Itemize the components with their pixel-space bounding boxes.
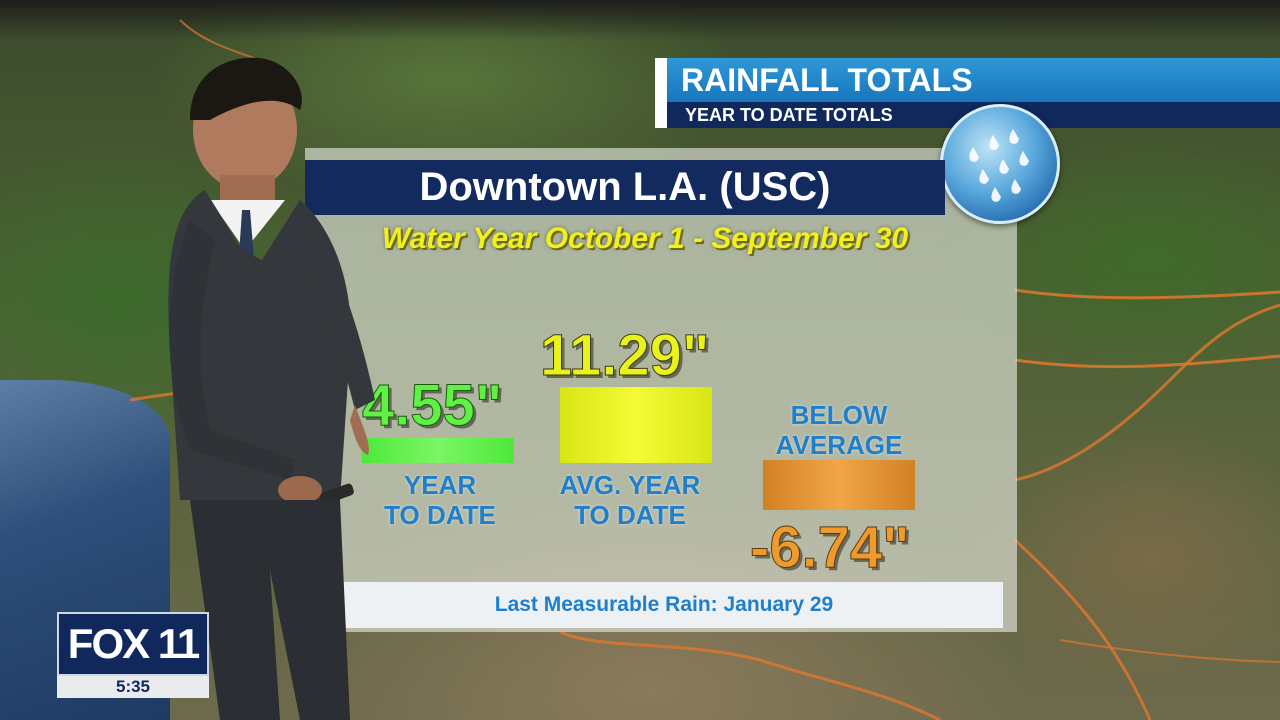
year-to-date-label: YEAR TO DATE bbox=[345, 470, 535, 530]
year-to-date-value: 4.55" bbox=[361, 373, 503, 439]
avg-year-to-date-value: 11.29" bbox=[539, 323, 710, 389]
below-average-label: BELOW AVERAGE bbox=[760, 400, 918, 460]
top-shadow bbox=[0, 0, 1280, 40]
below-average-bar bbox=[763, 460, 915, 510]
year-to-date-label-line2: TO DATE bbox=[384, 500, 496, 530]
location-header: Downtown L.A. (USC) bbox=[305, 160, 945, 215]
title-accent-bar bbox=[655, 58, 667, 128]
last-rain-footer: Last Measurable Rain: January 29 bbox=[325, 582, 1003, 628]
title-banner: RAINFALL TOTALS YEAR TO DATE TOTALS bbox=[655, 58, 1280, 128]
year-to-date-bar bbox=[362, 438, 514, 463]
below-average-label-line2: AVERAGE bbox=[775, 430, 903, 460]
broadcast-time: 5:35 bbox=[57, 676, 209, 698]
presenter bbox=[168, 57, 375, 720]
avg-year-to-date-label: AVG. YEAR TO DATE bbox=[545, 470, 715, 530]
below-average-label-line1: BELOW bbox=[790, 400, 888, 430]
fox11-logo: FOX 11 bbox=[57, 612, 209, 676]
avg-year-to-date-bar bbox=[560, 387, 712, 463]
year-to-date-label-line1: YEAR bbox=[403, 470, 477, 500]
avg-year-to-date-label-line2: TO DATE bbox=[574, 500, 686, 530]
difference-value: -6.74" bbox=[750, 515, 911, 581]
graphic-title: RAINFALL TOTALS bbox=[667, 58, 1280, 102]
avg-year-to-date-label-line1: AVG. YEAR bbox=[559, 470, 701, 500]
rain-drops-icon bbox=[940, 104, 1060, 224]
water-year-caption: Water Year October 1 - September 30 bbox=[381, 222, 909, 255]
